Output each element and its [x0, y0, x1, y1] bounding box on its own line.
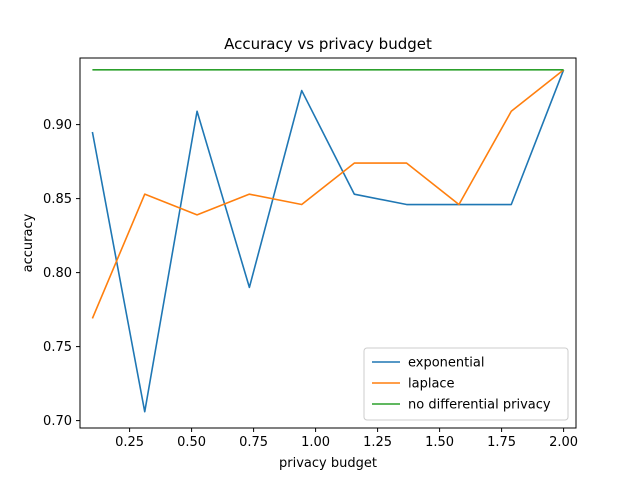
x-tick-label: 1.75 [487, 435, 516, 450]
legend-label-no-differential-privacy: no differential privacy [408, 398, 551, 413]
legend-label-exponential: exponential [408, 356, 484, 371]
ticks-layer: 0.25 0.50 0.75 1.00 1.25 1.50 1.75 2.00 0.70 0.75… [43, 118, 578, 450]
x-axis-label: privacy budget [279, 456, 377, 471]
x-tick-label: 2.00 [549, 435, 578, 450]
x-tick-label: 1.00 [301, 435, 330, 450]
y-axis-label: accuracy [21, 213, 36, 272]
y-tick-label: 0.90 [43, 118, 72, 133]
chart-title: Accuracy vs privacy budget [224, 35, 432, 53]
y-tick-label: 0.70 [43, 414, 72, 429]
x-tick-label: 0.75 [239, 435, 268, 450]
legend-box [363, 347, 569, 421]
y-tick-label: 0.85 [43, 192, 72, 207]
x-tick-label: 0.50 [177, 435, 206, 450]
legend-label-laplace: laplace [408, 377, 455, 392]
series-line-laplace [91, 69, 565, 319]
plot-frame [79, 57, 577, 429]
x-tick-label: 1.50 [425, 435, 454, 450]
y-tick-label: 0.75 [43, 340, 72, 355]
series-line-exponential [91, 69, 565, 413]
series-layer [91, 69, 565, 413]
legend: exponential laplace no differential privac… [363, 347, 569, 421]
x-tick-label: 1.25 [363, 435, 392, 450]
x-tick-label: 0.25 [115, 435, 144, 450]
y-tick-label: 0.80 [43, 266, 72, 281]
